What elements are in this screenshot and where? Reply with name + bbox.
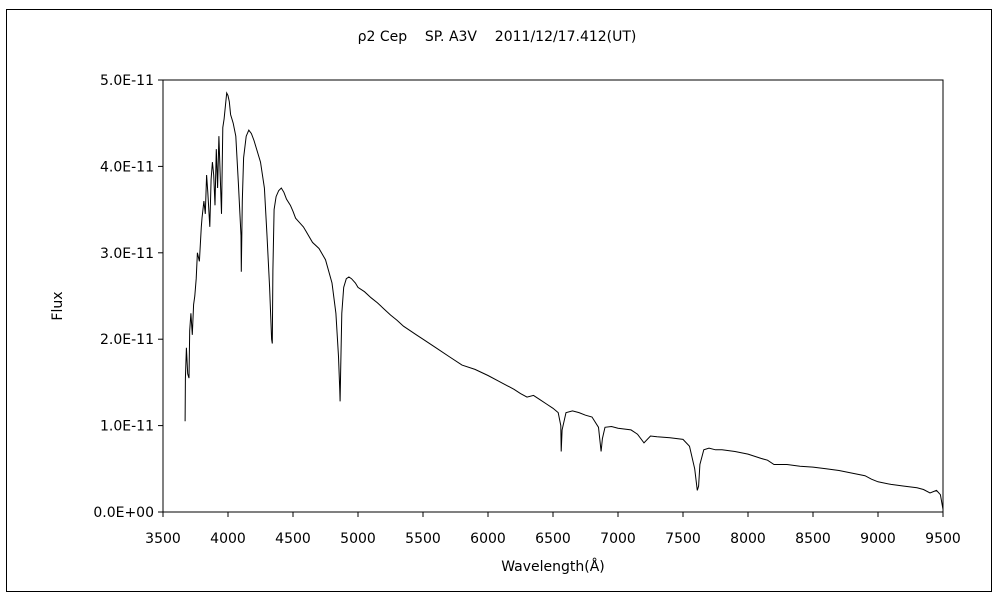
- x-tick-label: 9000: [860, 531, 896, 547]
- x-axis: 3500 4000 4500 5000 5500 6000 6500 7000 7500 8000…: [145, 512, 961, 547]
- x-tick-label: 3500: [145, 531, 181, 547]
- x-tick-label: 6500: [535, 531, 571, 547]
- x-tick-label: 7000: [600, 531, 636, 547]
- plot-border: [162, 79, 944, 513]
- plot-area: [162, 79, 944, 513]
- x-tick-label: 5500: [405, 531, 441, 547]
- series-line: [184, 91, 944, 510]
- y-tick-label: 5.0E-11: [100, 73, 154, 89]
- y-tick-label: 1.0E-11: [100, 419, 154, 435]
- y-axis: 0.0E+00 1.0E-11 2.0E-11 3.0E-11 4.0E-11 5.0E-…: [93, 73, 163, 521]
- x-axis-title: Wavelength(Å): [501, 558, 605, 575]
- x-tick-label: 4500: [275, 531, 311, 547]
- x-tick-label: 8500: [795, 531, 831, 547]
- y-tick-label: 2.0E-11: [100, 332, 154, 348]
- y-axis-title: Flux: [50, 291, 66, 320]
- x-tick-label: 5000: [340, 531, 376, 547]
- x-tick-label: 9500: [925, 531, 961, 547]
- chart-title: ρ2 Cep SP. A3V 2011/12/17.412(UT): [358, 29, 637, 45]
- y-tick-label: 4.0E-11: [100, 159, 154, 175]
- x-tick-label: 6000: [470, 531, 506, 547]
- x-tick-label: 4000: [210, 531, 246, 547]
- x-tick-label: 7500: [665, 531, 701, 547]
- chart-frame: [6, 9, 992, 592]
- x-tick-label: 8000: [730, 531, 766, 547]
- y-tick-label: 0.0E+00: [93, 505, 154, 521]
- y-tick-label: 3.0E-11: [100, 246, 154, 262]
